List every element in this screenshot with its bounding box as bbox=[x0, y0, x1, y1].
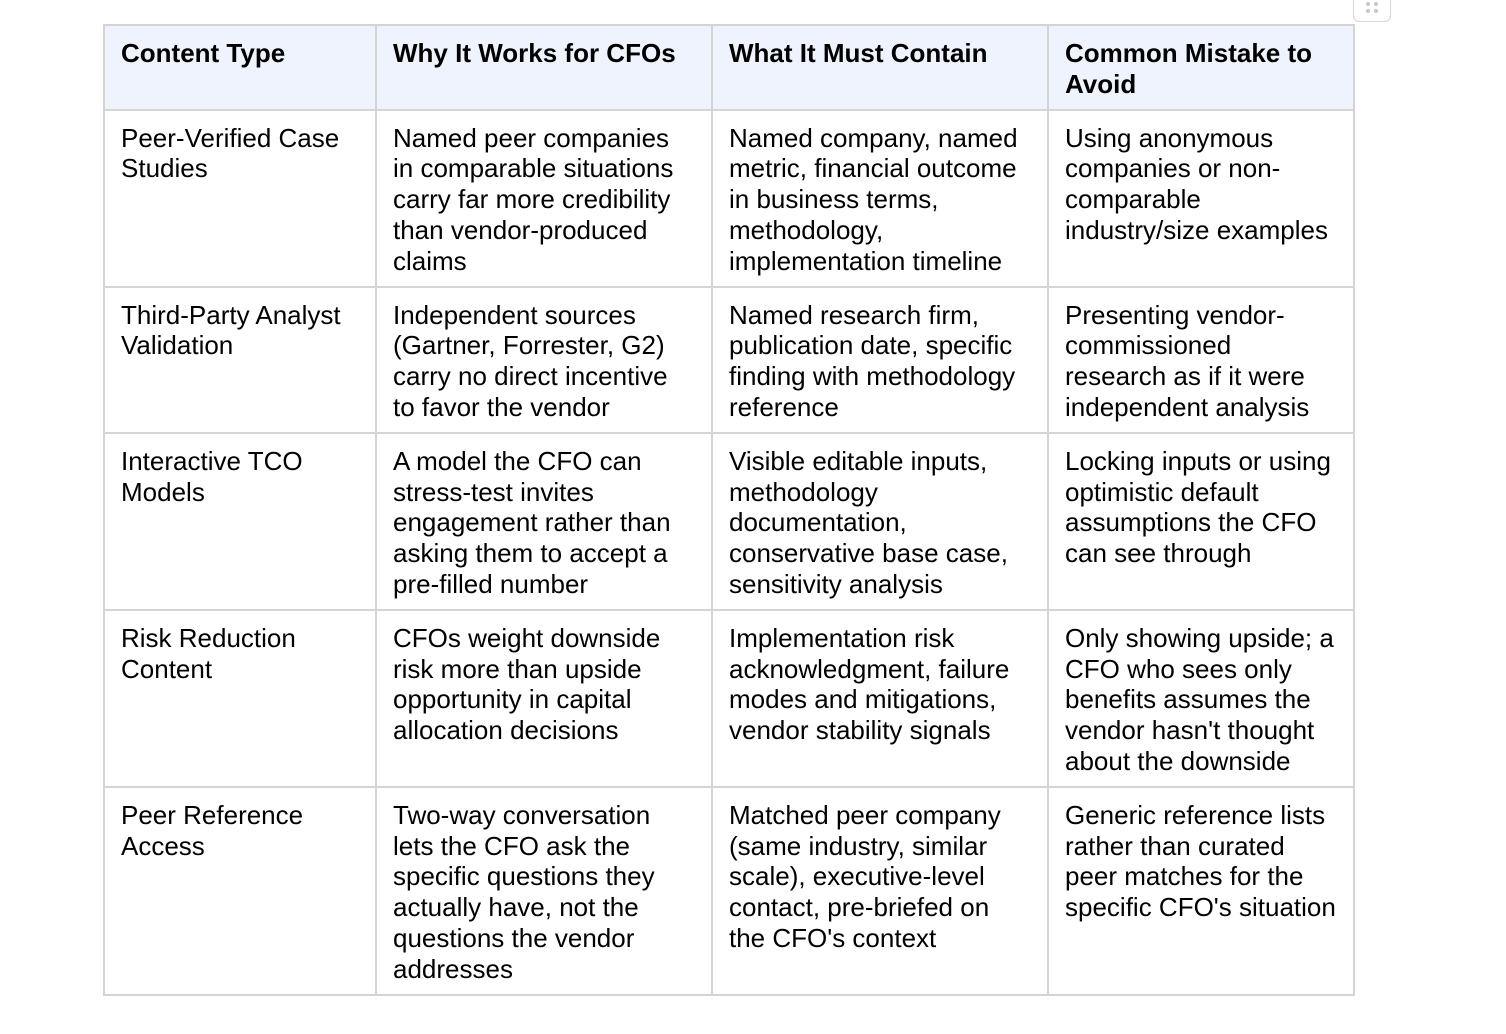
cell-common-mistake: Generic reference lists rather than cura… bbox=[1047, 785, 1355, 996]
header-why-it-works: Why It Works for CFOs bbox=[375, 24, 713, 111]
cell-what-it-must-contain: Implementation risk acknowledgment, fail… bbox=[711, 608, 1049, 788]
table-row: Peer-Verified Case Studies Named peer co… bbox=[103, 108, 1355, 288]
table-row: Interactive TCO Models A model the CFO c… bbox=[103, 431, 1355, 611]
cfo-content-table: Content Type Why It Works for CFOs What … bbox=[103, 24, 1355, 996]
cell-content-type: Third-Party Analyst Validation bbox=[103, 285, 377, 434]
cell-common-mistake: Using anonymous companies or non-compara… bbox=[1047, 108, 1355, 288]
cell-what-it-must-contain: Matched peer company (same industry, sim… bbox=[711, 785, 1049, 996]
cell-why-it-works: Named peer companies in comparable situa… bbox=[375, 108, 713, 288]
cell-why-it-works: A model the CFO can stress-test invites … bbox=[375, 431, 713, 611]
cell-common-mistake: Locking inputs or using optimistic defau… bbox=[1047, 431, 1355, 611]
cell-what-it-must-contain: Named research firm, publication date, s… bbox=[711, 285, 1049, 434]
table-row: Risk Reduction Content CFOs weight downs… bbox=[103, 608, 1355, 788]
table-drag-handle[interactable] bbox=[1353, 0, 1391, 22]
cell-why-it-works: CFOs weight downside risk more than upsi… bbox=[375, 608, 713, 788]
table-header-row: Content Type Why It Works for CFOs What … bbox=[103, 24, 1355, 111]
header-content-type: Content Type bbox=[103, 24, 377, 111]
cell-content-type: Interactive TCO Models bbox=[103, 431, 377, 611]
table-row: Third-Party Analyst Validation Independe… bbox=[103, 285, 1355, 434]
cell-what-it-must-contain: Named company, named metric, financial o… bbox=[711, 108, 1049, 288]
cell-why-it-works: Independent sources (Gartner, Forrester,… bbox=[375, 285, 713, 434]
table-row: Peer Reference Access Two-way conversati… bbox=[103, 785, 1355, 996]
cell-why-it-works: Two-way conversation lets the CFO ask th… bbox=[375, 785, 713, 996]
cell-content-type: Peer-Verified Case Studies bbox=[103, 108, 377, 288]
cell-what-it-must-contain: Visible editable inputs, methodology doc… bbox=[711, 431, 1049, 611]
cell-common-mistake: Presenting vendor-commissioned research … bbox=[1047, 285, 1355, 434]
cell-common-mistake: Only showing upside; a CFO who sees only… bbox=[1047, 608, 1355, 788]
drag-dots-icon bbox=[1366, 2, 1380, 16]
header-common-mistake: Common Mistake to Avoid bbox=[1047, 24, 1355, 111]
cell-content-type: Peer Reference Access bbox=[103, 785, 377, 996]
cell-content-type: Risk Reduction Content bbox=[103, 608, 377, 788]
header-what-it-must-contain: What It Must Contain bbox=[711, 24, 1049, 111]
